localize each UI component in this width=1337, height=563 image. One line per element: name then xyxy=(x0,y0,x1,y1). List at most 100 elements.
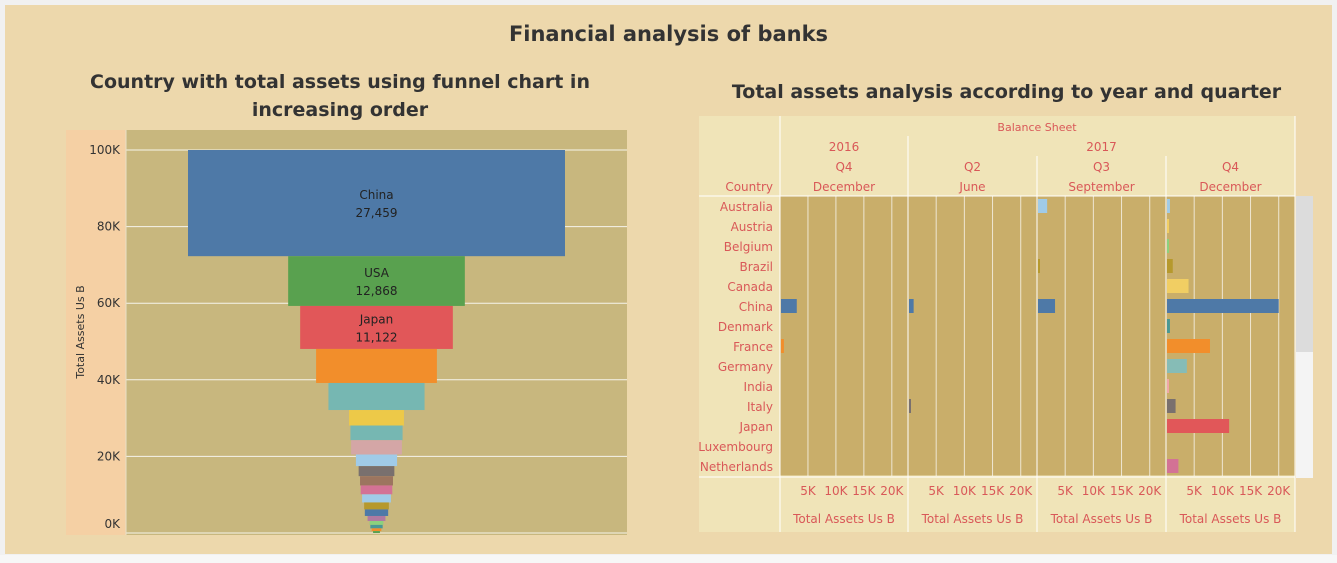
funnel-segment xyxy=(349,410,404,426)
funnel-segment xyxy=(369,521,384,525)
data-bar xyxy=(909,399,911,413)
funnel-segment xyxy=(367,515,386,522)
scrollbar-thumb[interactable] xyxy=(1296,196,1313,352)
panel-plot-area xyxy=(780,196,908,476)
funnel-segment xyxy=(188,150,565,257)
funnel-segment xyxy=(355,454,398,467)
funnel-segment xyxy=(360,485,393,495)
x-tick-label: 20K xyxy=(1009,484,1033,498)
x-tick-label: 5K xyxy=(1057,484,1074,498)
y-axis-panel xyxy=(66,130,126,535)
data-bar xyxy=(1167,319,1170,333)
country-label: Denmark xyxy=(718,320,773,334)
y-tick-label: 40K xyxy=(97,373,121,387)
funnel-chart-title: Country with total assets using funnel c… xyxy=(90,71,590,121)
x-tick-label: 10K xyxy=(824,484,848,498)
data-bar xyxy=(1167,419,1230,433)
top-header-label: Balance Sheet xyxy=(997,121,1077,134)
segment-value-label: 12,868 xyxy=(356,284,398,298)
y-axis-title: Total Assets Us B xyxy=(74,285,87,379)
y-tick-label: 80K xyxy=(97,220,121,234)
y-tick-label: 20K xyxy=(97,449,121,463)
funnel-segment xyxy=(350,425,403,441)
x-tick-label: 10K xyxy=(953,484,977,498)
month-header: December xyxy=(813,180,875,194)
segment-value-label: 27,459 xyxy=(356,206,398,220)
x-tick-label: 15K xyxy=(1110,484,1134,498)
x-axis-title: Total Assets Us B xyxy=(792,512,895,526)
quarter-header: Q4 xyxy=(835,160,852,174)
data-bar xyxy=(1167,259,1173,273)
year-header: 2016 xyxy=(829,140,860,154)
x-tick-label: 10K xyxy=(1211,484,1235,498)
data-bar xyxy=(909,299,914,313)
funnel-segment xyxy=(362,494,391,503)
month-header: September xyxy=(1068,180,1134,194)
row-header-title: Country xyxy=(725,180,773,194)
funnel-segment xyxy=(373,531,380,533)
segment-label: Japan xyxy=(359,312,393,326)
data-bar xyxy=(1167,379,1169,393)
funnel-segment xyxy=(364,509,389,516)
panel-plot-area xyxy=(1037,196,1166,476)
panel-plot-area xyxy=(908,196,1037,476)
funnel-segment xyxy=(351,440,402,455)
country-label: France xyxy=(733,340,773,354)
funnel-segment xyxy=(370,524,383,529)
country-label: Brazil xyxy=(740,260,774,274)
data-bar xyxy=(1038,259,1040,273)
country-label: Australia xyxy=(720,200,773,214)
data-bar xyxy=(781,339,784,353)
funnel-segment xyxy=(316,348,437,383)
data-bar xyxy=(1167,279,1189,293)
x-tick-label: 5K xyxy=(1186,484,1203,498)
data-bar xyxy=(1167,399,1176,413)
month-header: December xyxy=(1199,180,1261,194)
assets-chart-title: Total assets analysis according to year … xyxy=(731,81,1282,103)
quarter-header: Q4 xyxy=(1222,160,1239,174)
segment-value-label: 11,122 xyxy=(356,330,398,344)
country-label: China xyxy=(739,300,773,314)
x-tick-label: 15K xyxy=(852,484,876,498)
data-bar xyxy=(1038,299,1056,313)
country-label: Japan xyxy=(739,420,773,434)
funnel-segment xyxy=(371,528,382,532)
funnel-segment xyxy=(328,382,425,411)
y-tick-label: 0K xyxy=(104,517,121,531)
dashboard-title: Financial analysis of banks xyxy=(508,22,829,46)
x-axis-title: Total Assets Us B xyxy=(1050,512,1153,526)
country-label: Canada xyxy=(727,280,773,294)
data-bar xyxy=(1167,239,1169,253)
data-bar xyxy=(1167,359,1187,373)
data-bar xyxy=(781,299,797,313)
x-tick-label: 20K xyxy=(1138,484,1162,498)
country-label: Belgium xyxy=(724,240,773,254)
panel-plot-area xyxy=(1166,196,1295,476)
segment-label: China xyxy=(359,188,393,202)
x-axis-title: Total Assets Us B xyxy=(921,512,1024,526)
country-label: Luxembourg xyxy=(698,440,773,454)
funnel-segment xyxy=(300,305,453,349)
country-label: India xyxy=(744,380,773,394)
country-label: Netherlands xyxy=(700,460,773,474)
quarter-header: Q3 xyxy=(1093,160,1110,174)
country-label: Italy xyxy=(747,400,773,414)
data-bar xyxy=(1167,299,1279,313)
funnel-segment xyxy=(288,256,465,306)
data-bar xyxy=(1167,219,1169,233)
x-tick-label: 10K xyxy=(1082,484,1106,498)
status-bar xyxy=(0,555,1337,563)
quarter-header: Q2 xyxy=(964,160,981,174)
x-tick-label: 5K xyxy=(800,484,817,498)
y-tick-label: 60K xyxy=(97,296,121,310)
data-bar xyxy=(1167,459,1179,473)
x-tick-label: 15K xyxy=(981,484,1005,498)
funnel-segment xyxy=(358,466,395,477)
segment-label: USA xyxy=(364,266,390,280)
month-header: June xyxy=(958,180,985,194)
data-bar xyxy=(1038,199,1048,213)
country-label: Germany xyxy=(718,360,773,374)
y-tick-label: 100K xyxy=(89,143,121,157)
